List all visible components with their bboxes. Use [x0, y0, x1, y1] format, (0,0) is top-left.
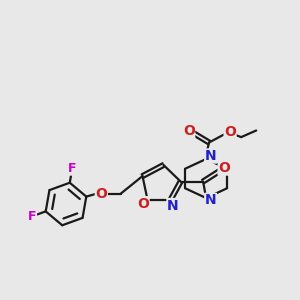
Text: O: O	[224, 125, 236, 139]
Text: O: O	[95, 187, 107, 201]
Text: N: N	[205, 194, 216, 207]
Text: O: O	[218, 161, 230, 175]
Text: F: F	[68, 162, 76, 175]
Text: O: O	[137, 197, 149, 211]
Text: N: N	[205, 149, 216, 163]
Text: O: O	[183, 124, 195, 138]
Text: F: F	[28, 210, 36, 223]
Text: N: N	[167, 199, 178, 212]
